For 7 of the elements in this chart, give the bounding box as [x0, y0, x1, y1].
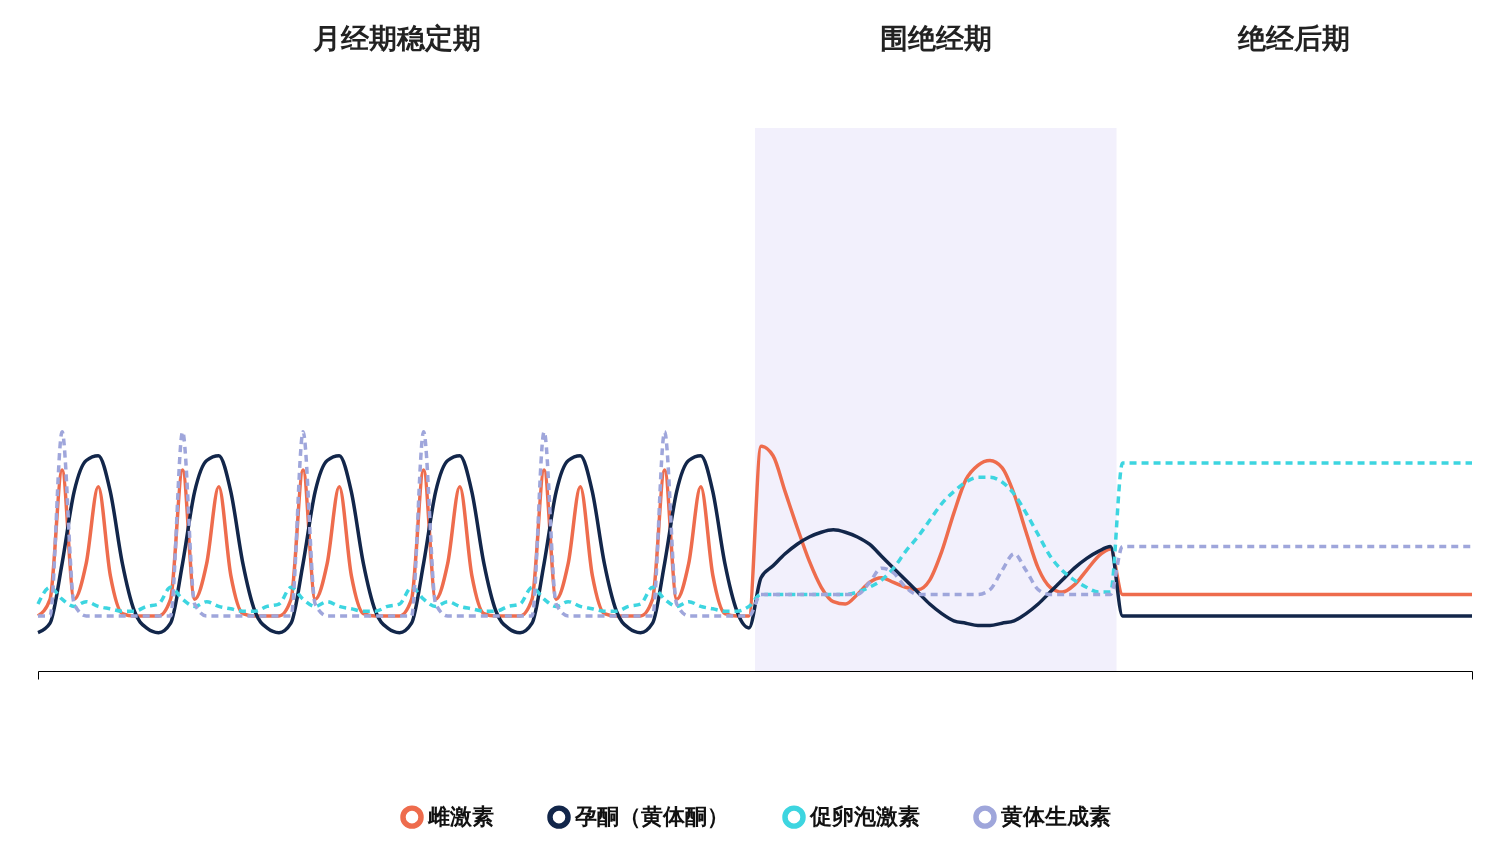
legend-label: 孕酮（黄体酮） — [574, 804, 729, 830]
legend-label: 黄体生成素 — [1000, 804, 1111, 830]
text: 围绝经期 — [879, 22, 992, 55]
text: 月经期稳定期 — [311, 22, 481, 55]
text: 绝经后期 — [1237, 22, 1351, 55]
legend-label: 雌激素 — [427, 804, 494, 830]
legend-label: 促卵泡激素 — [809, 804, 920, 830]
